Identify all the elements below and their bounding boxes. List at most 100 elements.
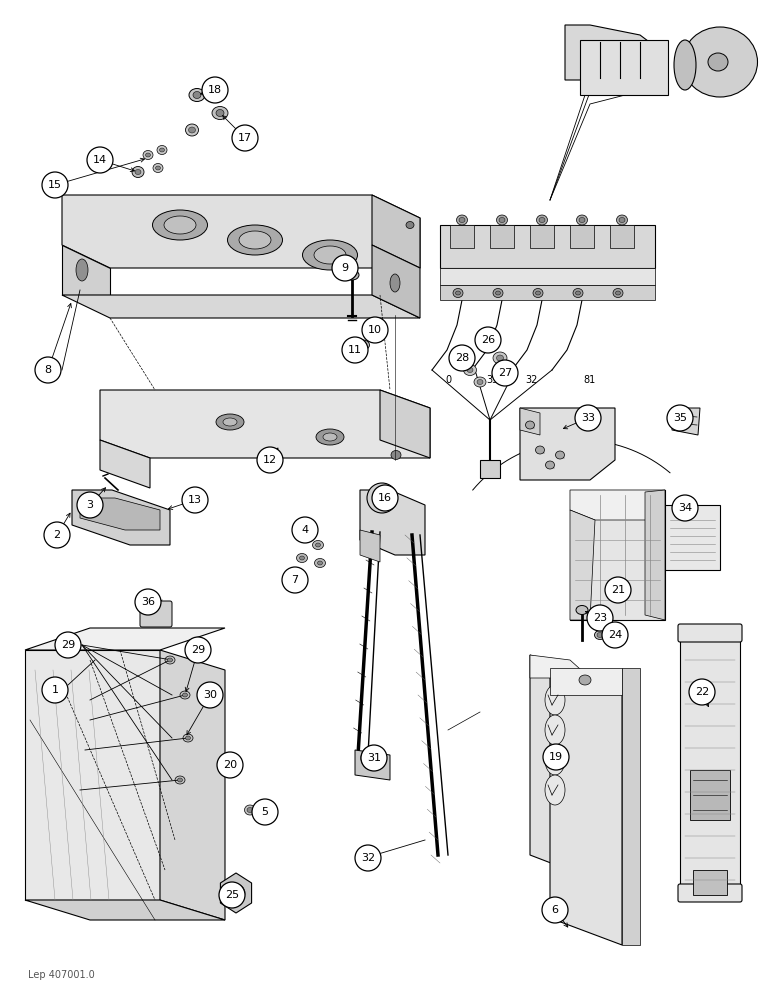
Ellipse shape <box>316 543 320 547</box>
Ellipse shape <box>368 322 381 334</box>
Text: 8: 8 <box>45 365 52 375</box>
Ellipse shape <box>545 715 565 745</box>
Ellipse shape <box>212 106 228 119</box>
Circle shape <box>342 337 368 363</box>
Ellipse shape <box>153 210 208 240</box>
Ellipse shape <box>223 418 237 426</box>
Ellipse shape <box>577 215 587 225</box>
Text: 35: 35 <box>673 413 687 423</box>
Text: 26: 26 <box>481 335 495 345</box>
Ellipse shape <box>292 582 299 588</box>
Ellipse shape <box>545 745 565 775</box>
Ellipse shape <box>499 218 505 223</box>
Ellipse shape <box>371 325 378 331</box>
Polygon shape <box>580 40 668 95</box>
Polygon shape <box>570 225 594 248</box>
Ellipse shape <box>143 150 153 159</box>
Text: 81: 81 <box>584 375 596 385</box>
Polygon shape <box>570 490 665 620</box>
Text: 22: 22 <box>695 687 709 697</box>
Ellipse shape <box>537 215 547 225</box>
Circle shape <box>87 147 113 173</box>
Polygon shape <box>530 225 554 248</box>
Circle shape <box>219 882 245 908</box>
Polygon shape <box>360 490 425 555</box>
Text: 32: 32 <box>526 375 538 385</box>
Ellipse shape <box>579 218 585 223</box>
Ellipse shape <box>546 461 554 469</box>
Polygon shape <box>160 650 225 920</box>
Circle shape <box>361 746 385 770</box>
Polygon shape <box>80 498 160 530</box>
Ellipse shape <box>316 429 344 445</box>
Circle shape <box>374 490 390 506</box>
Text: 6: 6 <box>551 905 558 915</box>
Text: 36: 36 <box>141 597 155 607</box>
Ellipse shape <box>188 127 195 133</box>
Text: 5: 5 <box>262 807 269 817</box>
Ellipse shape <box>575 291 581 295</box>
Polygon shape <box>372 245 420 318</box>
Polygon shape <box>693 870 727 895</box>
Ellipse shape <box>323 433 337 441</box>
Ellipse shape <box>314 558 326 568</box>
Text: 25: 25 <box>225 890 239 900</box>
Ellipse shape <box>294 526 306 534</box>
Text: 28: 28 <box>455 353 469 363</box>
Circle shape <box>44 522 70 548</box>
Text: 33: 33 <box>486 375 498 385</box>
Text: 14: 14 <box>93 155 107 165</box>
Text: 1: 1 <box>52 685 59 695</box>
Circle shape <box>257 447 283 473</box>
Ellipse shape <box>239 231 271 249</box>
Text: 18: 18 <box>208 85 222 95</box>
Polygon shape <box>570 510 595 620</box>
Ellipse shape <box>224 756 236 768</box>
Ellipse shape <box>180 691 190 699</box>
Text: 2: 2 <box>53 530 60 540</box>
Text: 0: 0 <box>445 375 451 385</box>
Polygon shape <box>440 225 655 268</box>
Text: Lep 407001.0: Lep 407001.0 <box>28 970 95 980</box>
Ellipse shape <box>132 166 144 178</box>
Circle shape <box>367 483 397 513</box>
Ellipse shape <box>485 340 492 346</box>
FancyBboxPatch shape <box>140 601 172 627</box>
Circle shape <box>42 172 68 198</box>
Ellipse shape <box>456 215 468 225</box>
Ellipse shape <box>228 225 283 255</box>
Polygon shape <box>380 390 430 458</box>
Ellipse shape <box>576 605 588 614</box>
Polygon shape <box>550 668 622 695</box>
Ellipse shape <box>182 693 188 697</box>
Circle shape <box>575 405 601 431</box>
Text: 16: 16 <box>378 493 392 503</box>
Polygon shape <box>520 408 615 480</box>
Polygon shape <box>100 390 430 458</box>
Polygon shape <box>100 440 150 488</box>
Text: 12: 12 <box>263 455 277 465</box>
Ellipse shape <box>477 379 483 384</box>
Ellipse shape <box>463 364 476 375</box>
Ellipse shape <box>533 288 543 298</box>
Ellipse shape <box>145 153 151 157</box>
Text: 29: 29 <box>191 645 205 655</box>
Ellipse shape <box>160 148 164 152</box>
Text: 31: 31 <box>367 753 381 763</box>
Ellipse shape <box>496 291 500 295</box>
Ellipse shape <box>613 288 623 298</box>
Circle shape <box>689 679 715 705</box>
Ellipse shape <box>390 274 400 292</box>
Polygon shape <box>450 225 474 248</box>
Polygon shape <box>680 640 740 900</box>
Circle shape <box>232 125 258 151</box>
Text: 19: 19 <box>549 752 563 762</box>
Ellipse shape <box>185 124 198 136</box>
Ellipse shape <box>536 291 540 295</box>
Circle shape <box>292 517 318 543</box>
Ellipse shape <box>168 658 172 662</box>
Polygon shape <box>440 268 655 285</box>
Polygon shape <box>360 530 380 562</box>
Text: 21: 21 <box>611 585 625 595</box>
Ellipse shape <box>526 421 534 429</box>
